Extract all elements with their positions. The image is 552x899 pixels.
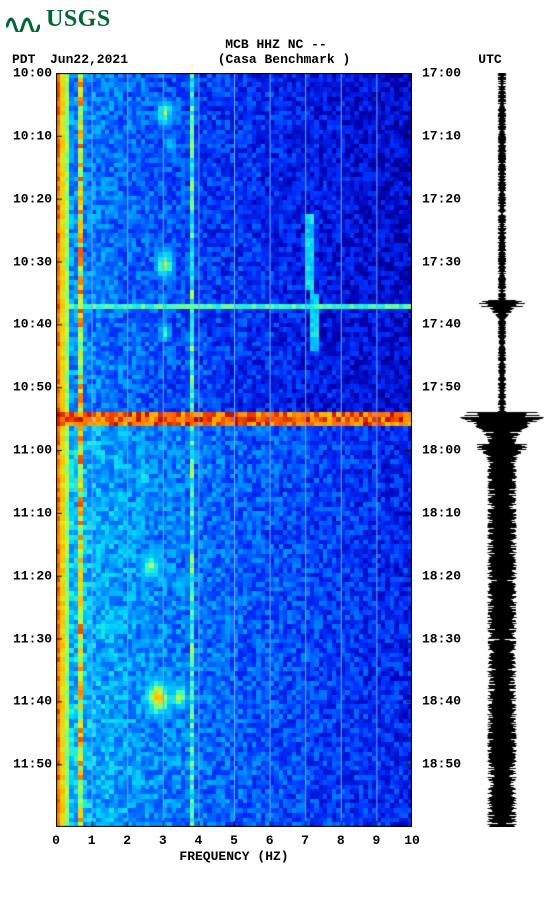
ytick-left: 11:10: [8, 505, 52, 520]
ytick-left: 11:40: [8, 694, 52, 709]
ytick-left: 10:00: [8, 66, 52, 81]
usgs-logo-text: USGS: [46, 6, 111, 33]
ytick-left: 10:40: [8, 317, 52, 332]
xtick: 3: [159, 833, 167, 848]
xtick: 9: [372, 833, 380, 848]
xtick: 4: [194, 833, 202, 848]
seismic-trace: [460, 73, 544, 827]
ytick-right: 18:50: [422, 757, 461, 772]
xtick: 6: [266, 833, 274, 848]
spectrogram-plot: [56, 73, 412, 827]
usgs-logo: USGS: [6, 6, 546, 33]
xtick: 7: [301, 833, 309, 848]
ytick-left: 10:50: [8, 380, 52, 395]
ytick-left: 10:10: [8, 128, 52, 143]
ytick-left: 10:30: [8, 254, 52, 269]
xtick: 2: [123, 833, 131, 848]
chart-area: 10:0017:0010:1017:1010:2017:2010:3017:30…: [6, 73, 546, 893]
ytick-right: 18:10: [422, 505, 461, 520]
xtick: 0: [52, 833, 60, 848]
ytick-left: 11:50: [8, 757, 52, 772]
ytick-right: 18:30: [422, 631, 461, 646]
x-axis-title: FREQUENCY (HZ): [179, 849, 288, 864]
ytick-right: 18:00: [422, 443, 461, 458]
xtick: 1: [88, 833, 96, 848]
ytick-right: 18:40: [422, 694, 461, 709]
xtick: 10: [404, 833, 420, 848]
ytick-right: 17:40: [422, 317, 461, 332]
ytick-left: 10:20: [8, 191, 52, 206]
ytick-right: 17:50: [422, 380, 461, 395]
station-desc: (Casa Benchmark ): [218, 52, 351, 67]
ytick-right: 17:30: [422, 254, 461, 269]
date: Jun22,2021: [50, 52, 128, 67]
ytick-right: 18:20: [422, 568, 461, 583]
station-code: MCB HHZ NC --: [225, 37, 326, 52]
ytick-right: 17:20: [422, 191, 461, 206]
xtick: 5: [230, 833, 238, 848]
xtick: 8: [337, 833, 345, 848]
ytick-right: 17:00: [422, 66, 461, 81]
ytick-left: 11:30: [8, 631, 52, 646]
ytick-left: 11:00: [8, 443, 52, 458]
usgs-wave-icon: [6, 8, 40, 32]
header-line-2: PDT Jun22,2021 (Casa Benchmark ) UTC: [6, 52, 546, 67]
header-line-1: MCB HHZ NC --: [6, 37, 546, 52]
ytick-left: 11:20: [8, 568, 52, 583]
ytick-right: 17:10: [422, 128, 461, 143]
